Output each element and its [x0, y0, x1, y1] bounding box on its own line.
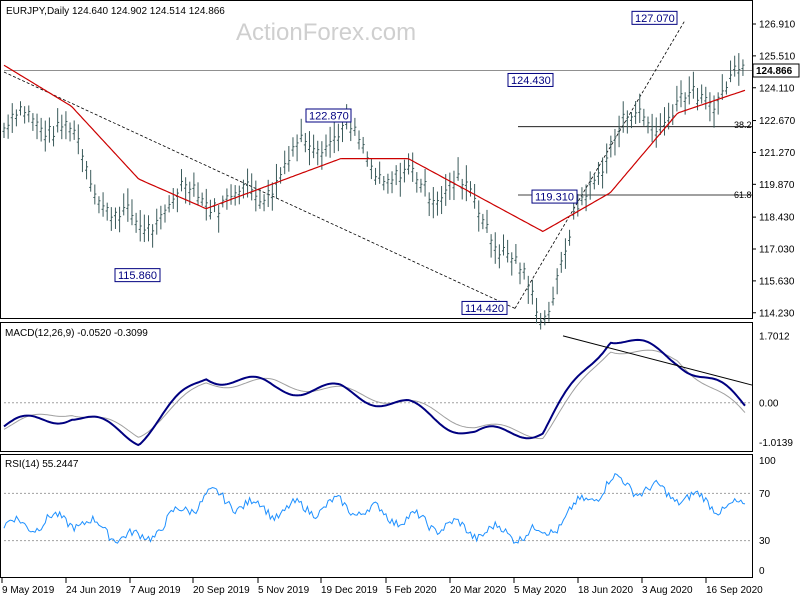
price-label: 114.420	[465, 303, 504, 315]
macd-title: MACD(12,26,9) -0.0520 -0.3099	[5, 328, 148, 339]
fib-382-label: 38.2	[734, 120, 752, 130]
price-label: 119.310	[535, 192, 574, 204]
rsi-title: RSI(14) 55.2447	[5, 459, 79, 470]
price-y-tick: 122.670	[759, 116, 796, 127]
price-y-tick: 126.910	[759, 19, 796, 30]
macd-y-tick: 0.00	[759, 398, 779, 409]
x-tick-label: 5 Nov 2019	[258, 585, 310, 596]
x-tick-label: 20 Mar 2020	[450, 585, 507, 596]
macd-panel-frame	[0, 322, 753, 452]
current-price-tag	[752, 63, 800, 78]
price-label-box	[507, 72, 554, 87]
price-panel-frame	[0, 0, 753, 319]
x-tick-label: 16 Sep 2020	[706, 585, 763, 596]
watermark: ActionForex.com	[236, 19, 416, 46]
price-bars	[2, 53, 745, 330]
macd-y-tick: -1.0139	[759, 438, 793, 449]
macd-lines	[3, 335, 753, 447]
price-y-tick: 125.510	[759, 51, 796, 62]
rsi-y-tick: 70	[759, 489, 771, 500]
x-tick-label: 19 Dec 2019	[321, 585, 378, 596]
guide-lines	[3, 20, 752, 309]
price-y-tick: 114.230	[759, 308, 795, 319]
x-tick-label: 20 Sep 2019	[193, 585, 250, 596]
x-tick-label: 9 May 2019	[2, 585, 55, 596]
price-y-tick: 121.270	[759, 148, 796, 159]
x-tick-label: 7 Aug 2019	[130, 585, 181, 596]
up-trendline	[514, 20, 686, 309]
price-label: 127.070	[635, 13, 675, 25]
macd-y-tick: 1.7012	[759, 331, 790, 342]
x-tick-label: 18 Jun 2020	[578, 585, 633, 596]
rsi-y-tick: 0	[759, 566, 765, 577]
price-label-box	[114, 268, 161, 283]
price-y-tick: 124.110	[759, 83, 795, 94]
price-label-box	[461, 300, 508, 315]
price-label-box	[531, 189, 578, 204]
fib-618-label: 61.8	[734, 190, 752, 200]
symbol-info-line: EURJPY,Daily 124.640 124.902 124.514 124…	[6, 6, 225, 17]
price-y-tick: 117.030	[759, 244, 795, 255]
price-label-box	[631, 10, 678, 25]
price-label: 124.430	[511, 75, 551, 87]
rsi-series-line	[3, 473, 746, 544]
price-label: 122.870	[309, 110, 349, 122]
price-labels: 127.070 124.430 122.870 119.310 115.860 114.4…	[114, 10, 678, 315]
x-tick-label: 5 Feb 2020	[386, 585, 437, 596]
rsi-y-tick: 100	[759, 456, 776, 467]
price-y-tick: 115.630	[759, 276, 795, 287]
signal-line	[3, 349, 746, 440]
price-y-tick: 118.430	[759, 213, 795, 224]
rsi-line	[3, 473, 752, 544]
ma-line	[3, 64, 746, 233]
rsi-panel-frame	[0, 454, 753, 578]
macd-trendline	[562, 335, 753, 386]
price-y-tick: 119.870	[759, 180, 795, 191]
price-label: 115.860	[118, 270, 157, 282]
x-tick-label: 5 May 2020	[514, 585, 567, 596]
rsi-y-tick: 30	[759, 536, 771, 547]
x-tick-label: 24 Jun 2019	[66, 585, 121, 596]
macd-line	[3, 338, 746, 447]
x-tick-label: 3 Aug 2020	[642, 585, 693, 596]
axis-labels: 126.910 125.510 124.110 122.670 121.270 119.8…	[1, 19, 796, 596]
price-label-box	[305, 108, 352, 123]
moving-average	[3, 64, 746, 233]
current-price-label: 124.866	[756, 66, 793, 77]
